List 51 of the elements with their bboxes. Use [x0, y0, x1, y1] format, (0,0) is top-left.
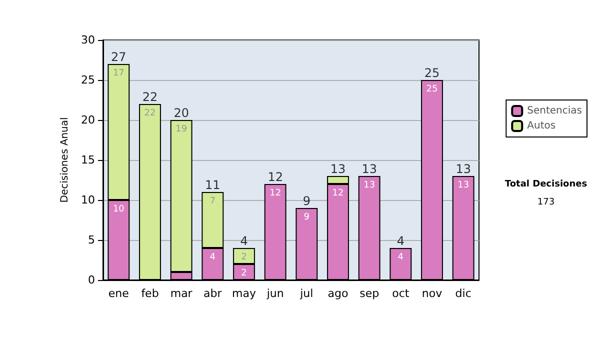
y-tick-label: 30 — [81, 34, 95, 46]
x-tick-label: dic — [455, 287, 472, 300]
y-tick-label: 0 — [88, 274, 95, 286]
y-tick-label: 15 — [81, 154, 95, 166]
total-label: 4 — [396, 234, 404, 248]
total-label: 13 — [456, 162, 471, 176]
data-label: 22 — [144, 108, 156, 118]
x-tick-label: ago — [328, 287, 348, 300]
y-tick-label: 25 — [81, 74, 95, 86]
total-label: 11 — [205, 178, 220, 192]
total-label: 4 — [240, 234, 248, 248]
data-label: 13 — [458, 180, 470, 190]
text: Total Decisiones — [504, 180, 588, 190]
total-label: 13 — [330, 162, 346, 176]
data-label: 25 — [426, 84, 438, 94]
y-axis-title: Decisiones Anual — [60, 117, 71, 203]
data-label: 7 — [210, 196, 216, 206]
total-label: 20 — [174, 106, 189, 120]
data-label: 10 — [112, 204, 125, 214]
x-tick-label: jun — [266, 287, 284, 300]
data-label: 9 — [304, 212, 310, 222]
y-tick-label: 10 — [81, 194, 95, 206]
data-label: 13 — [364, 180, 376, 190]
x-tick-label: may — [232, 287, 256, 300]
x-tick-label: mar — [170, 287, 193, 300]
x-tick-label: sep — [360, 287, 380, 300]
y-tick-label: 5 — [88, 234, 95, 246]
legend-label: Autos — [527, 120, 556, 132]
data-label: 4 — [398, 252, 404, 262]
x-tick-label: oct — [392, 287, 410, 300]
x-tick-label: abr — [204, 287, 222, 300]
y-tick-label: 20 — [81, 114, 95, 126]
total-label: 22 — [142, 90, 158, 104]
data-label: 2 — [241, 252, 247, 262]
text: 173 — [537, 198, 555, 208]
data-label: 12 — [332, 188, 344, 198]
x-tick-label: ene — [108, 287, 130, 300]
x-tick-label: jul — [299, 287, 314, 300]
data-label: 12 — [270, 188, 282, 198]
total-label: 9 — [302, 194, 310, 208]
total-label: 13 — [362, 162, 377, 176]
legend-label: Sentencias — [527, 106, 582, 116]
total-label: 25 — [424, 66, 440, 80]
data-label: 17 — [112, 68, 124, 78]
total-label: 27 — [111, 50, 126, 64]
data-label: 2 — [241, 268, 247, 278]
x-tick-label: feb — [141, 287, 159, 300]
data-label: 4 — [210, 252, 216, 262]
data-label: 19 — [176, 124, 188, 134]
total-label: 12 — [268, 170, 283, 184]
x-tick-label: nov — [422, 287, 443, 300]
